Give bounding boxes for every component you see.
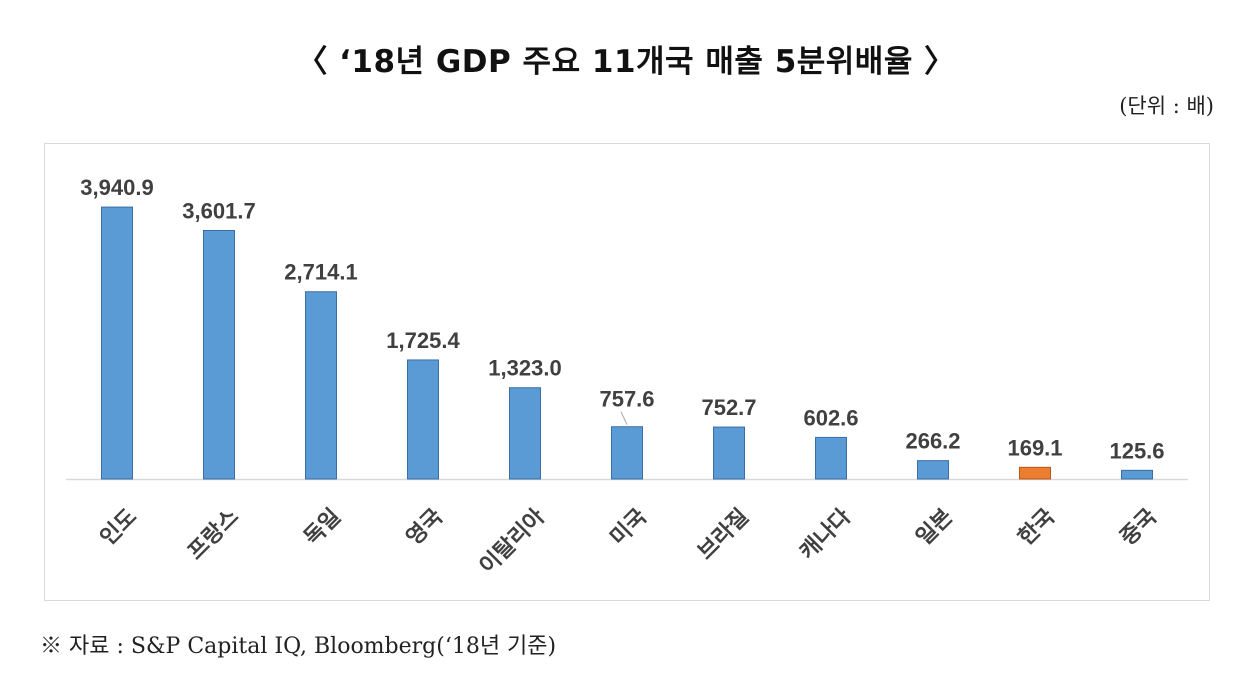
- bar-1: [101, 206, 133, 480]
- bar-4: [407, 359, 439, 480]
- bar-7: [713, 426, 745, 480]
- unit-label: (단위 : 배): [1119, 94, 1214, 118]
- value-label-5: 1,323.0: [488, 356, 561, 381]
- value-label-3: 2,714.1: [284, 260, 357, 285]
- bar-10: [1019, 466, 1051, 480]
- value-label-6: 757.6: [599, 387, 654, 412]
- value-label-8: 602.6: [803, 405, 858, 430]
- bar-2: [203, 229, 235, 480]
- value-label-2: 3,601.7: [182, 198, 255, 223]
- chart-title: 〈 ‘18년 GDP 주요 11개국 매출 5분위배율 〉: [296, 44, 956, 80]
- category-label-6: 미국: [606, 504, 652, 550]
- bar-9: [917, 460, 949, 480]
- category-label-8: 캐나다: [795, 504, 856, 565]
- value-label-11: 125.6: [1109, 438, 1164, 463]
- bar-6: [611, 426, 643, 480]
- leader-line: [620, 411, 628, 425]
- chart-frame: [44, 143, 1210, 601]
- category-label-5: 이탈리아: [475, 504, 550, 579]
- bar-chart: 3,940.9 인도 3,601.7 프랑스 2,714.1 독일 1,725.4 영국 1,3…: [66, 175, 1188, 579]
- bar-3: [305, 291, 337, 480]
- value-label-4: 1,725.4: [386, 328, 460, 353]
- value-label-9: 266.2: [905, 429, 960, 454]
- value-label-10: 169.1: [1007, 435, 1062, 460]
- bar-5: [509, 387, 541, 480]
- value-label-7: 752.7: [701, 395, 756, 420]
- category-label-7: 브라질: [693, 504, 754, 565]
- category-label-9: 일본: [912, 504, 958, 550]
- category-label-4: 영국: [402, 504, 448, 550]
- category-label-11: 중국: [1116, 504, 1162, 550]
- category-label-2: 프랑스: [183, 504, 244, 565]
- bar-11: [1121, 469, 1153, 480]
- source-note: ※ 자료 : S&P Capital IQ, Bloomberg(‘18년 기준…: [40, 634, 557, 659]
- value-label-1: 3,940.9: [80, 175, 153, 200]
- category-label-3: 독일: [300, 504, 346, 550]
- bar-8: [815, 436, 847, 480]
- category-label-1: 인도: [96, 504, 142, 550]
- category-label-10: 한국: [1014, 504, 1060, 550]
